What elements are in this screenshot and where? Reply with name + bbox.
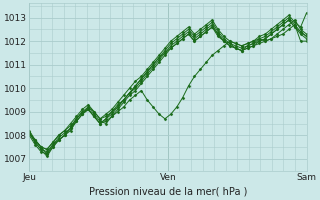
X-axis label: Pression niveau de la mer( hPa ): Pression niveau de la mer( hPa )	[89, 187, 247, 197]
